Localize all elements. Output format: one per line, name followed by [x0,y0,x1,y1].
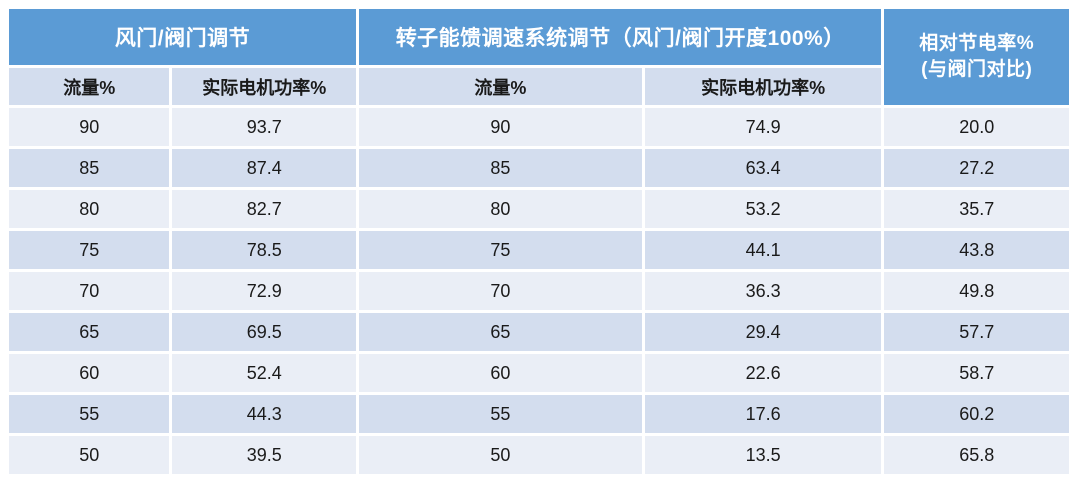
cell-flow-rotor: 55 [358,395,642,433]
table-row: 85 87.4 85 63.4 27.2 [9,149,1069,187]
table-container: 风门/阀门调节 转子能馈调速系统调节（风门/阀门开度100%） 相对节电率% (… [6,6,1072,477]
cell-flow-valve: 90 [9,108,170,146]
header-relative-power-saving: 相对节电率% (与阀门对比) [884,9,1069,105]
cell-flow-valve: 60 [9,354,170,392]
cell-flow-rotor: 70 [358,272,642,310]
table-row: 50 39.5 50 13.5 65.8 [9,436,1069,474]
cell-flow-valve: 65 [9,313,170,351]
cell-saving-rate: 35.7 [884,190,1069,228]
subheader-motor-power-rotor: 实际电机功率% [644,68,882,105]
cell-flow-valve: 70 [9,272,170,310]
cell-power-valve: 93.7 [172,108,356,146]
cell-power-rotor: 13.5 [644,436,882,474]
table-row: 80 82.7 80 53.2 35.7 [9,190,1069,228]
table-row: 65 69.5 65 29.4 57.7 [9,313,1069,351]
cell-power-valve: 44.3 [172,395,356,433]
table-row: 60 52.4 60 22.6 58.7 [9,354,1069,392]
cell-flow-rotor: 90 [358,108,642,146]
header-damper-valve-regulation: 风门/阀门调节 [9,9,356,65]
table-row: 90 93.7 90 74.9 20.0 [9,108,1069,146]
cell-saving-rate: 58.7 [884,354,1069,392]
cell-flow-valve: 85 [9,149,170,187]
cell-flow-valve: 50 [9,436,170,474]
cell-flow-rotor: 60 [358,354,642,392]
cell-flow-valve: 80 [9,190,170,228]
cell-power-rotor: 44.1 [644,231,882,269]
cell-flow-rotor: 80 [358,190,642,228]
cell-power-valve: 72.9 [172,272,356,310]
cell-flow-rotor: 50 [358,436,642,474]
subheader-flow-rotor: 流量% [358,68,642,105]
cell-power-valve: 39.5 [172,436,356,474]
cell-power-rotor: 17.6 [644,395,882,433]
cell-saving-rate: 43.8 [884,231,1069,269]
table-row: 75 78.5 75 44.1 43.8 [9,231,1069,269]
cell-flow-valve: 75 [9,231,170,269]
cell-flow-rotor: 75 [358,231,642,269]
cell-power-valve: 52.4 [172,354,356,392]
cell-power-rotor: 53.2 [644,190,882,228]
cell-flow-rotor: 85 [358,149,642,187]
cell-power-rotor: 74.9 [644,108,882,146]
header-group-row: 风门/阀门调节 转子能馈调速系统调节（风门/阀门开度100%） 相对节电率% (… [9,9,1069,105]
table-row: 55 44.3 55 17.6 60.2 [9,395,1069,433]
subheader-motor-power-valve: 实际电机功率% [172,68,356,105]
cell-power-rotor: 22.6 [644,354,882,392]
cell-saving-rate: 49.8 [884,272,1069,310]
cell-power-rotor: 29.4 [644,313,882,351]
cell-saving-rate: 65.8 [884,436,1069,474]
cell-flow-valve: 55 [9,395,170,433]
header-relative-power-saving-line2: (与阀门对比) [921,59,1033,80]
cell-saving-rate: 27.2 [884,149,1069,187]
cell-power-rotor: 63.4 [644,149,882,187]
subheader-flow-valve: 流量% [9,68,170,105]
cell-saving-rate: 60.2 [884,395,1069,433]
cell-power-valve: 78.5 [172,231,356,269]
power-comparison-table: 风门/阀门调节 转子能馈调速系统调节（风门/阀门开度100%） 相对节电率% (… [6,6,1072,477]
cell-power-valve: 69.5 [172,313,356,351]
cell-saving-rate: 57.7 [884,313,1069,351]
cell-flow-rotor: 65 [358,313,642,351]
cell-power-rotor: 36.3 [644,272,882,310]
sub-header-row: 流量% 实际电机功率% 流量% 实际电机功率% [9,68,1069,105]
cell-power-valve: 82.7 [172,190,356,228]
table-row: 70 72.9 70 36.3 49.8 [9,272,1069,310]
header-relative-power-saving-line1: 相对节电率% [919,33,1035,55]
header-rotor-feedback-regulation: 转子能馈调速系统调节（风门/阀门开度100%） [358,9,882,65]
cell-power-valve: 87.4 [172,149,356,187]
cell-saving-rate: 20.0 [884,108,1069,146]
